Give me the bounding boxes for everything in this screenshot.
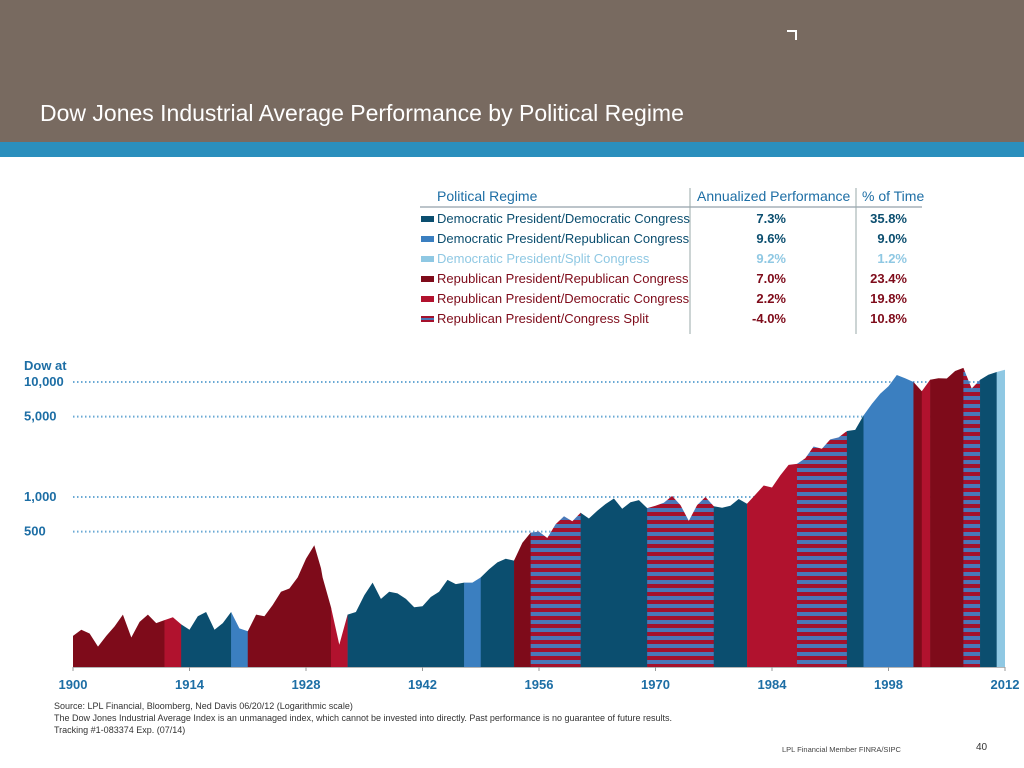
legend-performance: 7.3%: [756, 211, 786, 226]
regime-band-dem_dem: [713, 367, 748, 667]
legend-header-regime: Political Regime: [437, 188, 538, 204]
page-number: 40: [976, 742, 988, 753]
axes: 1900 1914 1928 1942 1956 1970 1984 1998 2012: [59, 667, 1020, 690]
regime-band-rep_dem: [330, 367, 348, 667]
x-tick-label: 1956: [525, 677, 554, 690]
regime-band-rep_rep: [247, 367, 332, 667]
regime-band-dem_split: [996, 367, 1005, 667]
source-line: Source: LPL Financial, Bloomberg, Ned Da…: [54, 701, 353, 711]
legend-label: Republican President/Congress Split: [437, 311, 649, 326]
regime-band-rep_dem: [164, 367, 182, 667]
regime-band-rep_split: [796, 367, 848, 667]
regime-band-dem_dem: [347, 367, 465, 667]
corner-bracket-icon: [787, 30, 797, 40]
regime-band-rep_dem: [921, 367, 931, 667]
legend-time: 35.8%: [870, 211, 907, 226]
legend-label: Democratic President/Republican Congress: [437, 231, 690, 246]
legend-time: 1.2%: [877, 251, 907, 266]
regime-band-dem_rep: [863, 367, 914, 667]
disclaimer-line: The Dow Jones Industrial Average Index i…: [54, 713, 673, 723]
regime-band-dem_dem: [580, 367, 648, 667]
legend-label: Democratic President/Split Congress: [437, 251, 650, 266]
regime-band-rep_rep: [73, 367, 165, 667]
legend-performance: -4.0%: [752, 311, 786, 326]
y-axis-title: Dow at: [24, 358, 67, 373]
legend-time: 19.8%: [870, 291, 907, 306]
header-accent-band: [0, 142, 1024, 157]
y-tick-label: 1,000: [24, 489, 57, 504]
x-tick-label: 1900: [59, 677, 88, 690]
x-tick-label: 1914: [175, 677, 205, 690]
y-tick-label: 10,000: [24, 374, 64, 389]
x-tick-label: 1984: [758, 677, 788, 690]
legend-label: Republican President/Democratic Congress: [437, 291, 690, 306]
footer-member-text: LPL Financial Member FINRA/SIPC: [782, 745, 901, 754]
legend-swatch: [421, 296, 434, 302]
regime-band-dem_dem: [846, 367, 864, 667]
regime-band-dem_dem: [181, 367, 232, 667]
legend-swatch: [421, 276, 434, 282]
legend-time: 10.8%: [870, 311, 907, 326]
regime-band-dem_dem: [980, 367, 997, 667]
regime-band-rep_rep: [913, 367, 923, 667]
x-tick-label: 1970: [641, 677, 670, 690]
legend-header-time: % of Time: [862, 188, 924, 204]
legend-performance: 9.2%: [756, 251, 786, 266]
x-tick-label: 1998: [874, 677, 903, 690]
x-tick-label: 2012: [991, 677, 1020, 690]
legend-label: Democratic President/Democratic Congress: [437, 211, 690, 226]
regime-band-rep_split: [647, 367, 715, 667]
regime-legend-table: Political Regime Annualized Performance % …: [420, 188, 924, 334]
legend-swatch: [421, 256, 434, 262]
tracking-line: Tracking #1-083374 Exp. (07/14): [54, 725, 186, 735]
legend-header-performance: Annualized Performance: [697, 188, 851, 204]
regime-band-dem_dem: [480, 367, 515, 667]
regime-band-dem_rep: [464, 367, 482, 667]
x-tick-label: 1928: [292, 677, 321, 690]
y-tick-label: 500: [24, 524, 46, 539]
regime-band-rep_split: [530, 367, 581, 667]
regime-band-rep_rep: [930, 367, 964, 667]
legend-swatch: [421, 216, 434, 222]
dow-area: [73, 367, 1005, 667]
source-note: Source: LPL Financial, Bloomberg, Ned Da…: [54, 700, 672, 736]
y-tick-label: 5,000: [24, 409, 57, 424]
regime-band-dem_rep: [231, 367, 249, 667]
legend-label: Republican President/Republican Congress: [437, 271, 689, 286]
dow-regime-chart: Political Regime Annualized Performance % …: [24, 188, 1020, 690]
regime-band-rep_dem: [747, 367, 798, 667]
legend-performance: 9.6%: [756, 231, 786, 246]
legend-swatch: [421, 236, 434, 242]
legend-swatch-stripe: [421, 318, 434, 320]
regime-band-rep_split: [963, 367, 981, 667]
header-bar: [0, 0, 1024, 142]
legend-time: 9.0%: [877, 231, 907, 246]
legend-time: 23.4%: [870, 271, 907, 286]
legend-performance: 7.0%: [756, 271, 786, 286]
slide-title: Dow Jones Industrial Average Performance…: [40, 100, 684, 126]
regime-band-rep_rep: [514, 367, 531, 667]
x-tick-label: 1942: [408, 677, 437, 690]
legend-performance: 2.2%: [756, 291, 786, 306]
